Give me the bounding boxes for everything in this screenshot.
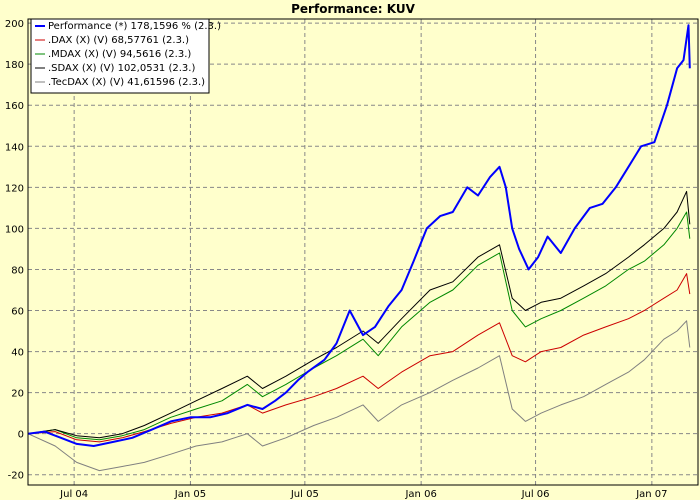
x-tick-label: Jul 05 — [290, 489, 319, 500]
series-line-4 — [27, 320, 691, 472]
x-tick-label: Jul 06 — [521, 489, 550, 500]
y-tick-label: 40 — [11, 348, 24, 359]
plot-frame — [27, 18, 699, 486]
legend-entry: .MDAX (X) (V) 94,5616 (2.3.) — [48, 49, 191, 60]
x-tick-label: Jan 07 — [635, 489, 667, 500]
legend-box — [30, 18, 210, 94]
y-tick-label: 20 — [11, 389, 24, 400]
legend: Performance (*) 178,1596 % (2.3.) .DAX (X… — [30, 18, 221, 94]
y-tick-label: 140 — [5, 142, 24, 153]
y-tick-label: 100 — [5, 224, 24, 235]
gridlines — [28, 19, 698, 485]
y-tick-label: 80 — [11, 265, 24, 276]
x-tick-label: Jan 05 — [174, 489, 206, 500]
chart-title: Performance: KUV — [291, 2, 415, 16]
y-axis-ticks: -20 0 20 40 60 80 100 120 140 160 180 200 — [5, 19, 24, 482]
series-line-3 — [27, 190, 691, 439]
series-line-2 — [27, 211, 691, 441]
y-tick-label: 60 — [11, 307, 24, 318]
series-line-0 — [27, 24, 691, 447]
y-tick-label: 120 — [5, 183, 24, 194]
legend-entry: .SDAX (X) (V) 102,0531 (2.3.) — [48, 63, 195, 74]
y-tick-label: 160 — [5, 101, 24, 112]
legend-entry: Performance (*) 178,1596 % (2.3.) — [48, 21, 221, 32]
y-tick-label: 0 — [18, 430, 24, 441]
legend-entry: .TecDAX (X) (V) 41,61596 (2.3.) — [48, 77, 205, 88]
y-tick-label: 200 — [5, 19, 24, 30]
x-tick-label: Jul 04 — [59, 489, 88, 500]
legend-entry: .DAX (X) (V) 68,57761 (2.3.) — [48, 35, 189, 46]
series-lines — [27, 24, 691, 472]
x-axis-ticks: Jul 04 Jan 05 Jul 05 Jan 06 Jul 06 Jan 07 — [59, 489, 667, 500]
y-tick-label: -20 — [8, 471, 24, 482]
x-tick-label: Jan 06 — [404, 489, 436, 500]
y-tick-label: 180 — [5, 60, 24, 71]
